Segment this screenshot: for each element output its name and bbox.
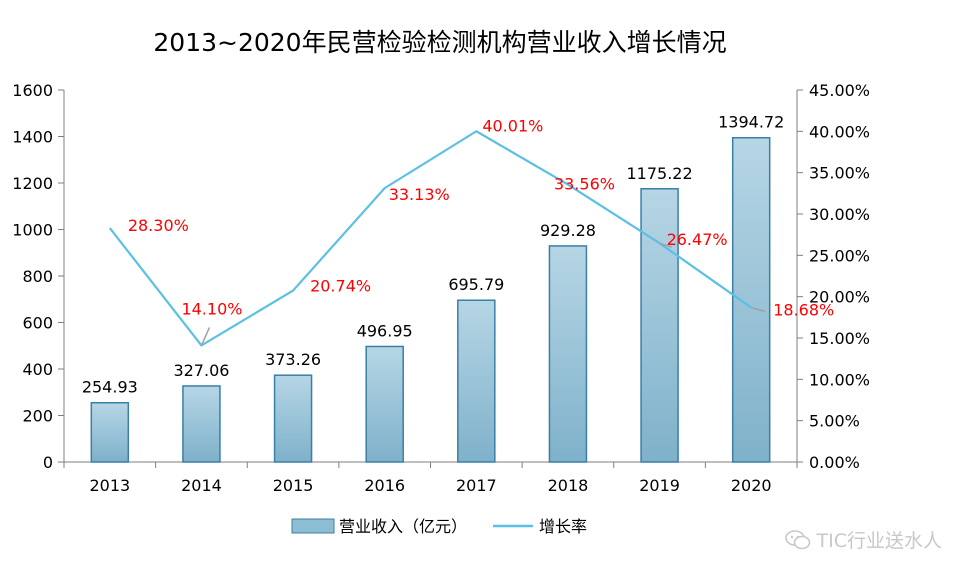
bar [90, 401, 130, 463]
y-right-tick-label: 25.00% [809, 246, 870, 265]
bar-value-label: 496.95 [357, 321, 413, 340]
leader-line [750, 306, 766, 313]
bar-value-label: 695.79 [448, 275, 504, 294]
y-right-tick-label: 45.00% [809, 81, 870, 100]
plot-area: 0 200 400 600 800 1000 1200 1400 1600 0.00% 5.00% 1… [12, 81, 870, 495]
bar-value-label: 327.06 [173, 361, 229, 380]
y-left-tick-label: 1000 [12, 221, 53, 240]
y-right-tick-label: 35.00% [809, 164, 870, 183]
growth-value-label: 18.68% [773, 301, 834, 320]
growth-value-label: 40.01% [482, 116, 543, 135]
x-tick-label: 2015 [273, 476, 314, 495]
bar [273, 374, 313, 463]
x-tick-label: 2019 [639, 476, 680, 495]
growth-value-label: 14.10% [181, 299, 242, 318]
y-left-tick-label: 200 [22, 407, 53, 426]
wechat-icon [784, 529, 810, 549]
bar [457, 299, 496, 463]
bar-value-label: 1175.22 [626, 164, 692, 183]
x-tick-label: 2014 [181, 476, 222, 495]
y-left-tick-label: 1400 [12, 128, 53, 147]
y-right-tick-label: 20.00% [809, 288, 870, 307]
y-left-tick-label: 400 [22, 360, 53, 379]
x-tick-label: 2017 [456, 476, 497, 495]
bar [548, 245, 588, 463]
bar-value-label: 1394.72 [718, 113, 784, 132]
y-right-tick-label: 10.00% [809, 370, 870, 389]
y-right-tick-label: 5.00% [809, 412, 860, 431]
growth-value-label: 20.74% [310, 277, 371, 296]
x-tick-label: 2020 [731, 476, 772, 495]
y-right-tick-label: 0.00% [809, 453, 860, 472]
growth-value-label: 28.30% [128, 216, 189, 235]
y-left-tick-label: 1200 [12, 174, 53, 193]
chart-title: 2013~2020年民营检验检测机构营业收入增长情况 [153, 28, 726, 57]
y-left-tick-label: 800 [22, 267, 53, 286]
legend: 营业收入（亿元） 增长率 [291, 517, 587, 536]
bar [182, 385, 221, 463]
growth-value-label: 33.13% [389, 185, 450, 204]
x-tick-label: 2018 [548, 476, 589, 495]
legend-label-revenue: 营业收入（亿元） [339, 517, 467, 536]
bar-value-label: 929.28 [540, 221, 596, 240]
bar [731, 136, 771, 463]
watermark: TIC行业送水人 [784, 526, 942, 553]
bar-value-label: 254.93 [82, 378, 138, 397]
growth-line [108, 130, 752, 347]
leader-line [659, 242, 672, 248]
x-tick-label: 2013 [89, 476, 130, 495]
growth-value-label: 33.56% [554, 175, 615, 194]
y-right-tick-label: 30.00% [809, 205, 870, 224]
legend-swatch-revenue [291, 518, 335, 534]
leader-line [200, 327, 211, 346]
legend-label-growth: 增长率 [539, 517, 587, 536]
y-left-tick-label: 0 [43, 453, 53, 472]
watermark-text: TIC行业送水人 [816, 530, 942, 552]
y-right-tick-label: 40.00% [809, 122, 870, 141]
y-left-tick-label: 600 [22, 314, 53, 333]
y-left-tick-label: 1600 [12, 81, 53, 100]
y-right-tick-label: 15.00% [809, 329, 870, 348]
x-tick-label: 2016 [364, 476, 405, 495]
bar [365, 345, 404, 463]
growth-value-label: 26.47% [667, 230, 728, 249]
bar-value-label: 373.26 [265, 350, 321, 369]
